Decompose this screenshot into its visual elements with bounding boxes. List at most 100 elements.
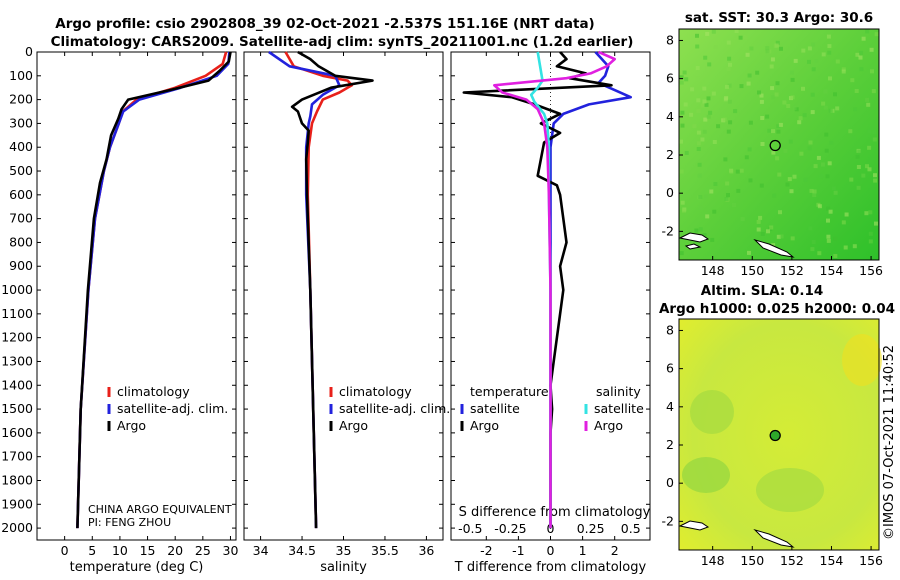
sst-speckle	[740, 217, 745, 222]
x-tick-label: 5	[88, 543, 96, 558]
sst-speckle	[855, 154, 860, 159]
sst-speckle	[829, 140, 834, 145]
sst-speckle	[726, 40, 731, 45]
sst-speckle	[726, 129, 731, 134]
sst-speckle	[824, 132, 829, 137]
legend-entry: Argo	[117, 418, 146, 433]
sst-speckle	[684, 77, 689, 82]
sst-speckle	[736, 188, 741, 193]
sst-speckle	[756, 219, 761, 224]
sst-speckle	[808, 140, 813, 145]
sst-speckle	[788, 139, 793, 144]
y-tick-label: 600	[9, 187, 33, 202]
sst-speckle	[703, 194, 708, 199]
map-x-tick-label: 154	[820, 263, 844, 278]
y-tick-label: 1600	[1, 425, 33, 440]
sst-speckle	[802, 113, 807, 118]
sst-speckle	[779, 46, 783, 51]
sst-speckle	[748, 120, 753, 125]
legend-entry: Argo	[339, 418, 368, 433]
sst-speckle	[790, 236, 795, 241]
sst-speckle	[689, 112, 694, 117]
sst-speckle	[827, 50, 832, 55]
sst-speckle	[841, 67, 846, 72]
sst-speckle	[811, 67, 816, 72]
sst-speckle	[727, 83, 732, 88]
coastline-island	[678, 520, 710, 531]
series-line-salinity-Argo	[492, 50, 617, 529]
y-tick-label: 1000	[1, 282, 33, 297]
y-tick-label: 1300	[1, 353, 33, 368]
sst-speckle	[680, 110, 685, 115]
sst-speckle	[778, 210, 782, 215]
sst-speckle	[728, 120, 733, 125]
sst-speckle	[692, 124, 697, 129]
x-tick-label: 1	[579, 543, 587, 558]
pi-note-line2: PI: FENG ZHOU	[88, 516, 171, 529]
sst-speckle	[833, 92, 837, 97]
sst-speckle	[801, 86, 805, 91]
sst-speckle	[759, 183, 764, 188]
sst-speckle	[790, 70, 794, 75]
temperature-panel: 0100200300400500600700800900100011001200…	[1, 44, 238, 575]
map-x-tick-label: 148	[701, 263, 725, 278]
x-tick-label: 30	[223, 543, 239, 558]
sst-speckle	[684, 150, 689, 155]
y-tick-label: 200	[9, 92, 33, 107]
sst-speckle	[695, 66, 700, 70]
sst-speckle	[861, 173, 866, 178]
sst-speckle	[696, 98, 701, 103]
sst-speckle	[697, 162, 702, 167]
sst-speckle	[835, 59, 840, 64]
x-axis-label: salinity	[320, 560, 367, 575]
sst-speckle	[792, 174, 797, 179]
sst-speckle	[703, 55, 708, 60]
sst-speckle	[812, 189, 817, 194]
sst-speckle	[679, 169, 684, 174]
y-tick-label: 500	[9, 163, 33, 178]
sst-speckle	[814, 59, 819, 64]
map-y-tick-label: 8	[666, 32, 674, 47]
sst-speckle	[683, 102, 688, 107]
sst-speckle	[856, 165, 861, 169]
map-y-tick-label: 4	[666, 109, 674, 124]
sst-speckle	[747, 147, 752, 152]
sst-speckle	[708, 110, 713, 115]
sst-speckle	[739, 84, 744, 89]
sst-speckle	[760, 142, 765, 146]
sst-speckle	[698, 205, 703, 210]
x-tick-label: 36	[418, 543, 434, 558]
y-tick-label: 1500	[1, 401, 33, 416]
sst-speckle	[771, 95, 776, 100]
sst-speckle	[755, 70, 760, 75]
y-tick-label: 800	[9, 234, 33, 249]
sst-speckle	[873, 178, 878, 183]
sst-speckle	[726, 66, 731, 71]
y-tick-label: 2000	[1, 520, 33, 535]
map-x-tick-label: 156	[859, 263, 883, 278]
sst-speckle	[828, 108, 833, 113]
sst-speckle	[865, 29, 870, 34]
sla-map-frame	[678, 318, 880, 551]
sst-speckle	[697, 173, 702, 178]
sst-speckle	[728, 62, 732, 67]
sst-speckle	[725, 181, 730, 186]
sst-speckle	[775, 40, 780, 45]
difference-panel: -2 -1 0 1 2 T difference from climatology S di…	[450, 50, 651, 575]
sst-speckle	[810, 110, 815, 115]
sst-speckle	[807, 59, 811, 64]
map-x-tick-label: 152	[780, 553, 804, 568]
sst-speckle	[766, 229, 770, 234]
sla-high-blob	[842, 334, 882, 386]
sst-speckle	[723, 97, 728, 102]
salinity-panel: 34 34.5 35 35.5 36 salinity climatology satelli…	[243, 50, 450, 575]
legend-entry: satellite-adj. clim.	[117, 401, 228, 416]
y-tick-label: 1700	[1, 449, 33, 464]
sst-speckle	[841, 69, 846, 74]
legend-entry: satellite	[470, 401, 520, 416]
sla-low-blob	[682, 457, 730, 493]
sst-speckle	[855, 52, 860, 57]
map-y-tick-label: 6	[666, 361, 674, 376]
sst-speckle	[856, 185, 861, 190]
sst-speckle	[874, 221, 878, 226]
